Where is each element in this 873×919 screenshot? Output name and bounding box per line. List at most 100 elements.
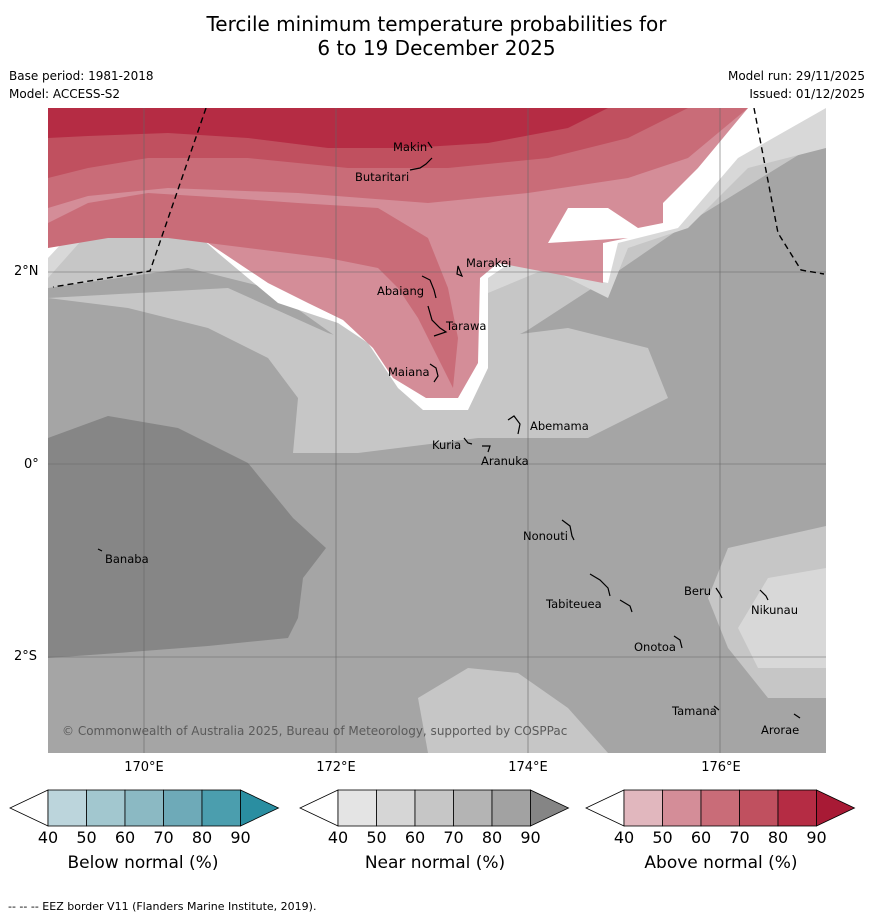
title-line-2: 6 to 19 December 2025: [317, 36, 556, 60]
place-kuria: Kuria: [432, 438, 462, 452]
colorbar-label-near: Near normal (%): [364, 853, 506, 873]
place-makin: Makin: [393, 140, 428, 154]
colorbar-above-segment: [623, 789, 663, 827]
near-40-region-central: [48, 288, 668, 453]
lon-label-172e: 172°E: [316, 760, 356, 775]
place-banaba: Banaba: [105, 552, 149, 566]
colorbar-above-segment: [662, 789, 702, 827]
colorbar-below-tick: 40: [37, 828, 59, 847]
colorbar-near-tick: 50: [366, 828, 387, 847]
colorbar-near-tick: 40: [327, 828, 349, 847]
place-butaritari: Butaritari: [355, 170, 410, 184]
lon-label-170e: 170°E: [124, 760, 164, 775]
colorbar-below-segment: [47, 789, 87, 827]
colorbar-below-tick: 70: [153, 828, 174, 847]
colorbar-near-max-arrow: [530, 789, 570, 827]
banaba-island: [97, 548, 103, 552]
colorbar-below-segment: [163, 789, 203, 827]
colorbar-above-normal: [585, 789, 856, 827]
near-40-region-south: [418, 668, 608, 753]
colorbar-near-segment: [337, 789, 377, 827]
map-canvas: [48, 108, 826, 753]
colorbar-above-min-arrow: [585, 789, 625, 827]
colorbar-above-tick: 80: [767, 828, 789, 847]
colorbar-below-max-arrow: [240, 789, 280, 827]
tamana-island: [713, 705, 720, 711]
colorbar-below-tick: 90: [230, 828, 251, 847]
place-nonouti: Nonouti: [523, 529, 568, 543]
colorbar-below-segment: [86, 789, 126, 827]
nonouti-island: [561, 519, 575, 541]
above-80-region: [48, 108, 608, 148]
colorbar-above-max-arrow: [816, 789, 856, 827]
lon-label-174e: 174°E: [508, 760, 548, 775]
place-abemama: Abemama: [530, 419, 589, 433]
colorbars: [9, 789, 856, 827]
base-period: Base period: 1981-2018: [9, 69, 154, 83]
title-line-1: Tercile minimum temperature probabilitie…: [206, 12, 667, 36]
island-outlines: [97, 141, 801, 719]
colorbar-above-segment: [700, 789, 740, 827]
model-run: Model run: 29/11/2025: [727, 69, 865, 83]
colorbar-below-segment: [201, 789, 241, 827]
place-abaiang: Abaiang: [377, 284, 425, 298]
colorbar-near-normal: [299, 789, 570, 827]
eez-border-west: [52, 108, 207, 288]
lat-label-0: 0°: [24, 457, 39, 472]
colorbar-near-segment: [376, 789, 416, 827]
colorbar-near-segment: [491, 789, 531, 827]
beru-island: [715, 587, 723, 599]
colorbar-below-segment: [124, 789, 164, 827]
colorbar-above-tick: 90: [806, 828, 827, 847]
place-marakei: Marakei: [466, 256, 512, 270]
tabiteuea-island: [589, 573, 633, 613]
issued-date: Issued: 01/12/2025: [749, 87, 865, 101]
colorbar-above-tick: 50: [652, 828, 673, 847]
colorbar-below-tick: 60: [114, 828, 136, 847]
near-50-region-east: [738, 568, 826, 668]
eez-border-east: [753, 108, 825, 275]
lat-label-2n: 2°N: [14, 264, 39, 279]
colorbar-below-min-arrow: [9, 789, 49, 827]
eez-footnote: -- -- -- EEZ border V11 (Flanders Marine…: [8, 900, 317, 913]
place-beru: Beru: [684, 584, 711, 598]
arorae-island: [793, 713, 801, 719]
colorbar-near-tick: 90: [520, 828, 541, 847]
lon-label-176e: 176°E: [701, 760, 741, 775]
model-name: Model: ACCESS-S2: [9, 87, 121, 101]
place-tabiteuea: Tabiteuea: [546, 597, 602, 611]
lat-label-2s: 2°S: [14, 649, 38, 664]
maiana-island: [429, 363, 439, 383]
kuria-island: [463, 437, 473, 445]
colorbar-label-below: Below normal (%): [67, 853, 219, 873]
onotoa-island: [673, 635, 683, 649]
colorbar-above-tick: 40: [613, 828, 635, 847]
place-tarawa: Tarawa: [446, 319, 487, 333]
tarawa-island: [427, 305, 448, 337]
place-nikunau: Nikunau: [751, 603, 799, 617]
colorbar-near-tick: 80: [481, 828, 503, 847]
abaiang-island: [421, 275, 437, 299]
makin-island: [427, 141, 433, 149]
colorbar-above-tick: 70: [729, 828, 750, 847]
colorbar-below-tick: 50: [76, 828, 97, 847]
nikunau-island: [759, 589, 769, 601]
map-title: Tercile minimum temperature probabilitie…: [0, 12, 873, 60]
colorbar-below-tick: 80: [191, 828, 213, 847]
place-tamana: Tamana: [672, 704, 717, 718]
colorbar-above-segment: [777, 789, 817, 827]
colorbar-above-segment: [739, 789, 779, 827]
butaritari-island: [409, 157, 433, 171]
colorbar-near-tick: 60: [404, 828, 426, 847]
abemama-island: [507, 415, 521, 435]
copyright-notice: © Commonwealth of Australia 2025, Bureau…: [62, 724, 568, 738]
colorbar-above-tick: 60: [690, 828, 712, 847]
aranuka-island: [482, 445, 491, 453]
colorbar-near-min-arrow: [299, 789, 339, 827]
marakei-island: [456, 265, 464, 278]
place-maiana: Maiana: [388, 365, 430, 379]
above-60-region: [48, 193, 458, 388]
near-60-region-west: [48, 416, 326, 658]
colorbar-label-above: Above normal (%): [644, 853, 798, 873]
colorbar-near-tick: 70: [443, 828, 464, 847]
